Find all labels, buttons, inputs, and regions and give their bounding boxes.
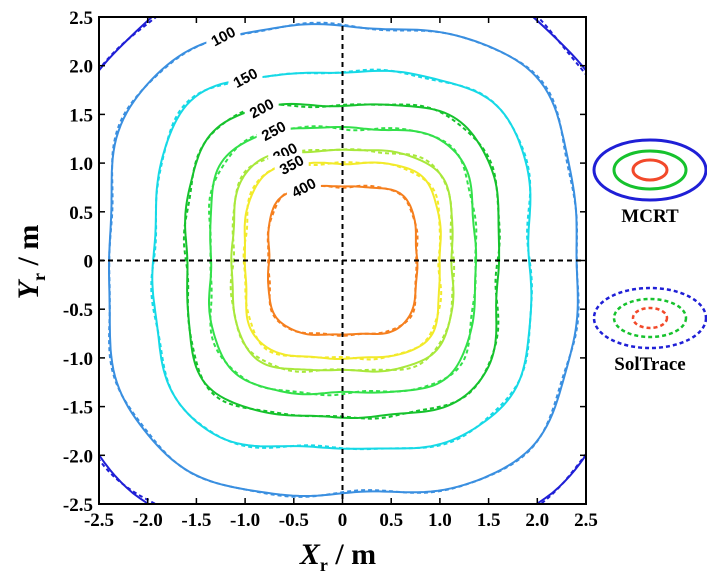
contour-soltrace-50 [99, 17, 586, 504]
contour-label-200: 200 [244, 96, 279, 122]
y-tick-label: -0.5 [63, 300, 93, 321]
contour-mcrt-400 [267, 184, 419, 336]
x-tick-label: -1.0 [230, 510, 260, 531]
legend-mcrt-rings [592, 138, 707, 202]
contour-lines [99, 17, 586, 504]
x-tick-label: 0.5 [379, 510, 403, 531]
contour-label-50: 50 [187, 0, 210, 1]
svg-text:50: 50 [187, 0, 210, 1]
y-tick-label: 1.0 [69, 154, 93, 175]
contour-label-250: 250 [256, 118, 291, 145]
y-tick-label: -1.5 [63, 398, 93, 419]
legend-label-soltrace: SolTrace [614, 354, 685, 375]
contour-label-350: 350 [274, 152, 309, 179]
x-tick-label: 2.5 [574, 510, 598, 531]
y-tick-label: 2.5 [69, 8, 93, 29]
x-tick-label: 2.0 [525, 510, 549, 531]
y-tick-label: -2.0 [63, 446, 93, 467]
contour-label-100: 100 [206, 24, 241, 50]
x-tick-label: 0 [338, 510, 348, 531]
contour-level-labels: 50100150200250300350400 [187, 0, 321, 202]
y-axis-ticks: 2.5 2.0 1.5 1.0 0.5 0 -0.5 -1.0 -1.5 -2.0 -2.5 [63, 8, 586, 516]
x-tick-label: -2.0 [133, 510, 163, 531]
x-tick-label: 1.5 [477, 510, 501, 531]
y-tick-label: 0 [84, 252, 94, 273]
contour-mcrt-200 [184, 102, 501, 419]
legend-soltrace-rings [592, 286, 707, 350]
x-tick-label: 1.0 [428, 510, 452, 531]
legend-label-mcrt: MCRT [621, 206, 679, 227]
legend-ring-solid [631, 158, 669, 182]
x-tick-label: -2.5 [84, 510, 114, 531]
contour-soltrace-300 [229, 148, 456, 373]
x-axis-ticks: -2.5 -2.0 -1.5 -1.0 -0.5 0 0.5 1.0 1.5 2.0 2.5 [84, 17, 598, 531]
y-tick-label: 0.5 [69, 203, 93, 224]
legend-ring-dashed [631, 306, 669, 330]
contour-mcrt-300 [230, 148, 455, 373]
y-tick-label: -2.5 [63, 495, 93, 516]
x-axis-title: Xr / m [299, 538, 376, 575]
legend-ring-dashed [592, 286, 707, 350]
y-tick-label: 1.5 [69, 105, 93, 126]
y-tick-label: -1.0 [63, 349, 93, 370]
y-axis-title: Yr / m [12, 225, 49, 300]
x-tick-label: -0.5 [279, 510, 309, 531]
y-tick-label: 2.0 [69, 57, 93, 78]
contour-label-150: 150 [228, 65, 263, 92]
x-tick-label: -1.5 [181, 510, 211, 531]
legend-ring-solid [592, 138, 707, 202]
legend-ring-solid [612, 149, 688, 191]
legend-ring-dashed [612, 297, 688, 339]
contour-label-400: 400 [286, 175, 321, 202]
legend: MCRT SolTrace [592, 138, 707, 375]
